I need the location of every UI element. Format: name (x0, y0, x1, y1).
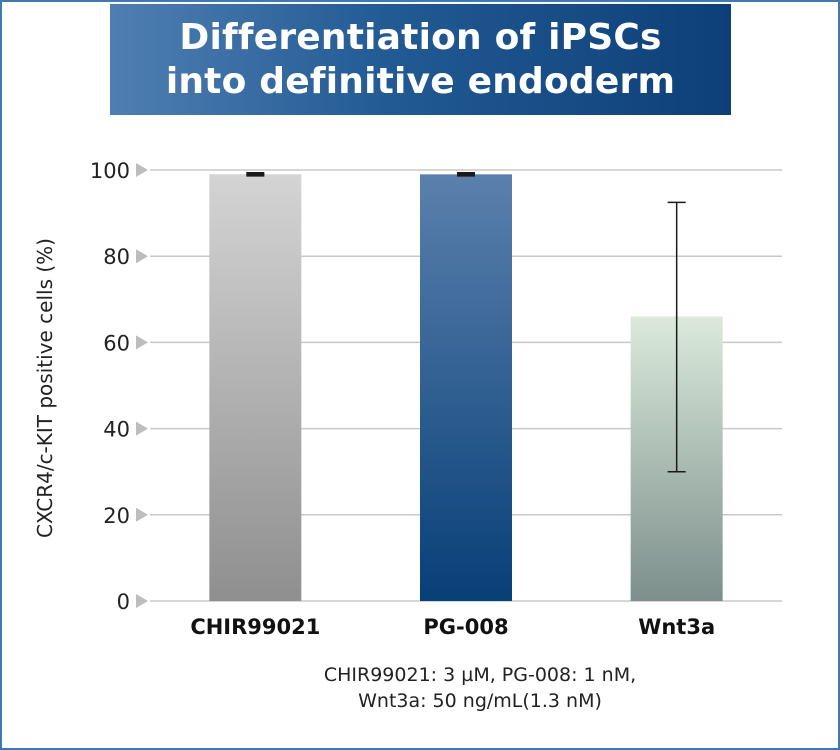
x-category-label-chir99021: CHIR99021 (190, 615, 320, 639)
y-tick-label-20: 20 (103, 504, 130, 528)
footnote-line-2: Wnt3a: 50 ng/mL(1.3 nM) (358, 690, 602, 712)
tick-arrow-20 (136, 507, 148, 522)
tick-arrow-80 (136, 249, 148, 264)
y-tick-label-80: 80 (103, 245, 130, 269)
title-banner: Differentiation of iPSCs into definitive… (110, 4, 731, 115)
y-tick-label-0: 0 (117, 590, 130, 614)
chart-title-line-1: Differentiation of iPSCs (179, 16, 662, 58)
x-category-label-wnt3a: Wnt3a (638, 615, 715, 639)
footnote-line-1: CHIR99021: 3 µM, PG-008: 1 nM, (323, 664, 637, 686)
tick-arrow-40 (136, 421, 148, 436)
error-bars (246, 171, 686, 473)
y-axis-label: CXCR4/c-KIT positive cells (%) (33, 238, 57, 538)
y-tick-label-40: 40 (103, 418, 130, 442)
bar-pg-008 (420, 174, 512, 601)
chart-title-line-2: into definitive endoderm (165, 60, 676, 102)
bars (209, 174, 723, 601)
tick-arrow-100 (136, 163, 148, 177)
y-axis-ticks: 0 20 40 60 80 100 (90, 159, 148, 614)
y-tick-label-100: 100 (90, 159, 130, 183)
tick-arrow-60 (136, 335, 148, 350)
tick-arrow-0 (136, 594, 148, 608)
y-tick-label-60: 60 (103, 331, 130, 355)
x-category-label-pg-008: PG-008 (423, 615, 508, 639)
bar-chir99021 (209, 174, 302, 601)
x-axis-categories: CHIR99021 PG-008 Wnt3a (190, 615, 715, 639)
